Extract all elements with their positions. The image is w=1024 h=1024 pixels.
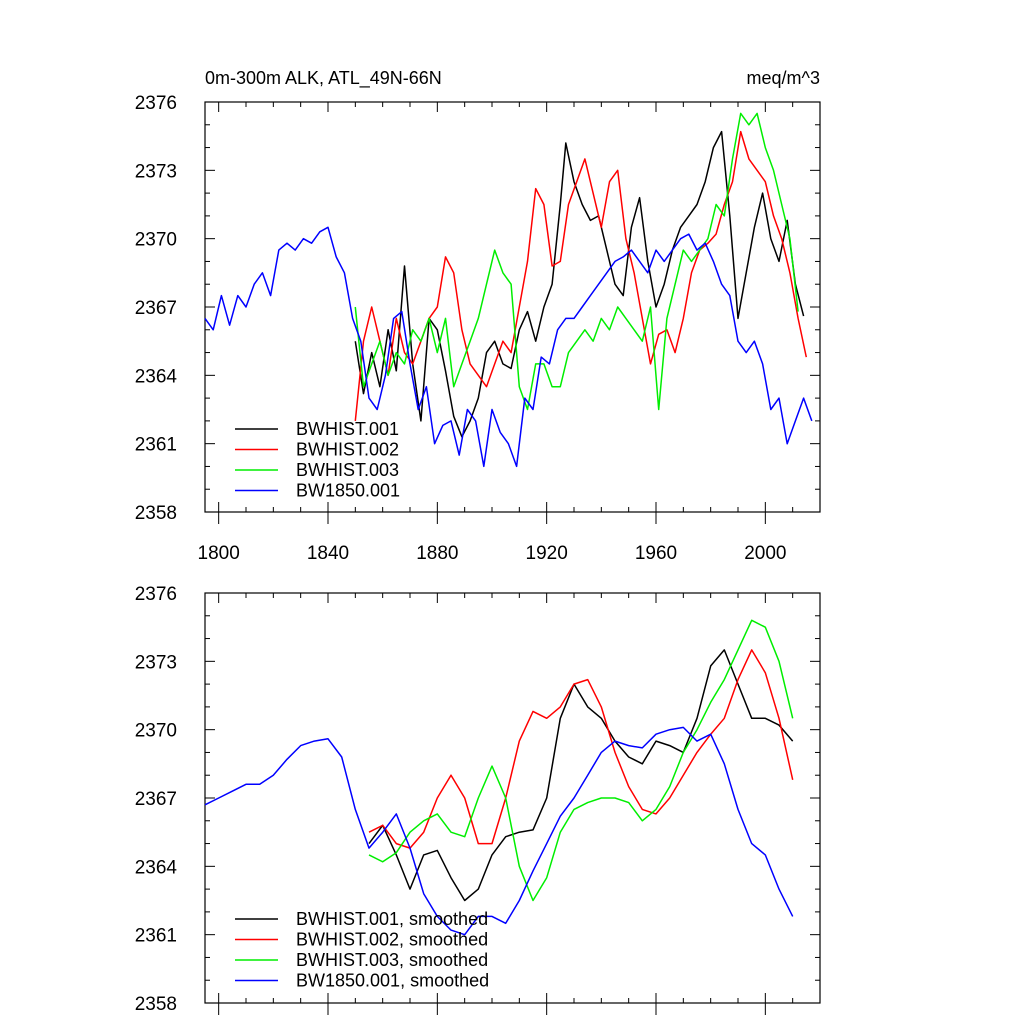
series-line-bw1850-001-smoothed [204,726,794,936]
x-tick-label: 1960 [635,543,677,564]
x-tick-label: 1880 [416,543,458,564]
y-tick-label: 2376 [135,584,177,605]
y-tick-label: 2367 [135,298,177,319]
legend-label: BWHIST.003 [296,460,399,480]
legend-label: BWHIST.002 [296,440,399,460]
y-tick-label: 2367 [135,789,177,810]
y-tick-label: 2376 [135,93,177,114]
y-tick-label: 2370 [135,230,177,251]
series-line-bwhist-001-smoothed [368,649,794,902]
legend-label: BW1850.001, smoothed [296,971,489,991]
y-tick-label: 2361 [135,926,177,947]
x-tick-label: 2000 [744,543,786,564]
y-tick-label: 2361 [135,435,177,456]
legend-label: BWHIST.002, smoothed [296,930,488,950]
x-tick-label: 1840 [307,543,349,564]
x-tick-label: 1920 [526,543,568,564]
top-panel-units: meq/m^3 [747,68,820,88]
legend-label: BWHIST.003, smoothed [296,950,488,970]
series-line-bwhist-003 [354,112,799,411]
series-line-bw1850-001 [204,226,813,468]
legend-label: BWHIST.001, smoothed [296,909,488,929]
bottom-panel: 2358 2361 2364 2367 2370 2373 2376 BWHIST.001, … [135,584,821,1015]
series-line-bwhist-001 [354,130,805,438]
top-panel: 0m-300m ALK, ATL_49N-66N meq/m^3 2358 236… [135,68,821,564]
series-line-bwhist-002 [354,130,808,421]
x-tick-label: 1800 [198,543,240,564]
legend-label: BW1850.001 [296,481,400,501]
top-panel-title: 0m-300m ALK, ATL_49N-66N [205,68,442,89]
y-tick-label: 2358 [135,994,177,1015]
y-tick-label: 2364 [135,366,178,387]
y-tick-label: 2373 [135,652,177,673]
y-tick-label: 2370 [135,721,177,742]
series-line-bwhist-003-smoothed [368,619,794,902]
y-tick-label: 2373 [135,161,177,182]
y-tick-label: 2364 [135,857,178,878]
series-line-bwhist-002-smoothed [368,649,794,849]
y-tick-label: 2358 [135,503,177,524]
legend-label: BWHIST.001 [296,419,399,439]
